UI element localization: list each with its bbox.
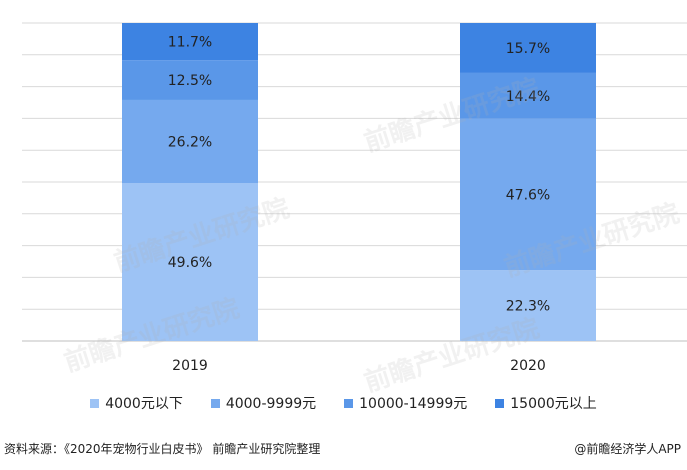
bar-segment xyxy=(460,118,596,271)
bar-segment xyxy=(460,72,596,119)
legend: 4000元以下 4000-9999元 10000-14999元 15000元以上 xyxy=(0,392,687,414)
legend-label: 4000-9999元 xyxy=(225,396,317,412)
legend-item: 15000元以上 xyxy=(495,392,597,414)
legend-label: 4000元以下 xyxy=(105,396,183,412)
legend-swatch xyxy=(344,398,354,408)
bar-segment xyxy=(122,99,258,184)
x-tick-label: 2020 xyxy=(510,358,546,374)
legend-item: 10000-14999元 xyxy=(344,392,467,414)
data-label: 14.4% xyxy=(506,89,550,105)
legend-swatch xyxy=(210,398,220,408)
x-tick-label: 2019 xyxy=(172,358,208,374)
data-label: 26.2% xyxy=(168,135,212,151)
data-label: 11.7% xyxy=(168,35,212,51)
bar-segment xyxy=(460,23,596,73)
bar-segment xyxy=(122,23,258,61)
data-label: 15.7% xyxy=(506,41,550,57)
credit-note: @前瞻经济学人APP xyxy=(574,442,681,456)
bar-segment xyxy=(460,270,596,341)
legend-item: 4000-9999元 xyxy=(210,392,317,414)
data-label: 12.5% xyxy=(168,73,212,89)
legend-swatch xyxy=(495,398,505,408)
bar-segment xyxy=(122,183,258,341)
legend-item: 4000元以下 xyxy=(90,392,183,414)
legend-label: 10000-14999元 xyxy=(359,396,468,412)
bar-segment xyxy=(122,60,258,100)
data-label: 22.3% xyxy=(506,299,550,315)
data-label: 47.6% xyxy=(506,187,550,203)
legend-label: 15000元以上 xyxy=(510,396,597,412)
stacked-bar-chart: 49.6% 26.2% 12.5% 11.7% 2019 22.3% 47.6% 14.4% 1… xyxy=(22,22,687,374)
data-label: 49.6% xyxy=(168,255,212,271)
legend-swatch xyxy=(90,398,100,408)
source-note: 资料来源：《2020年宠物行业白皮书》 前瞻产业研究院整理 xyxy=(4,442,321,456)
